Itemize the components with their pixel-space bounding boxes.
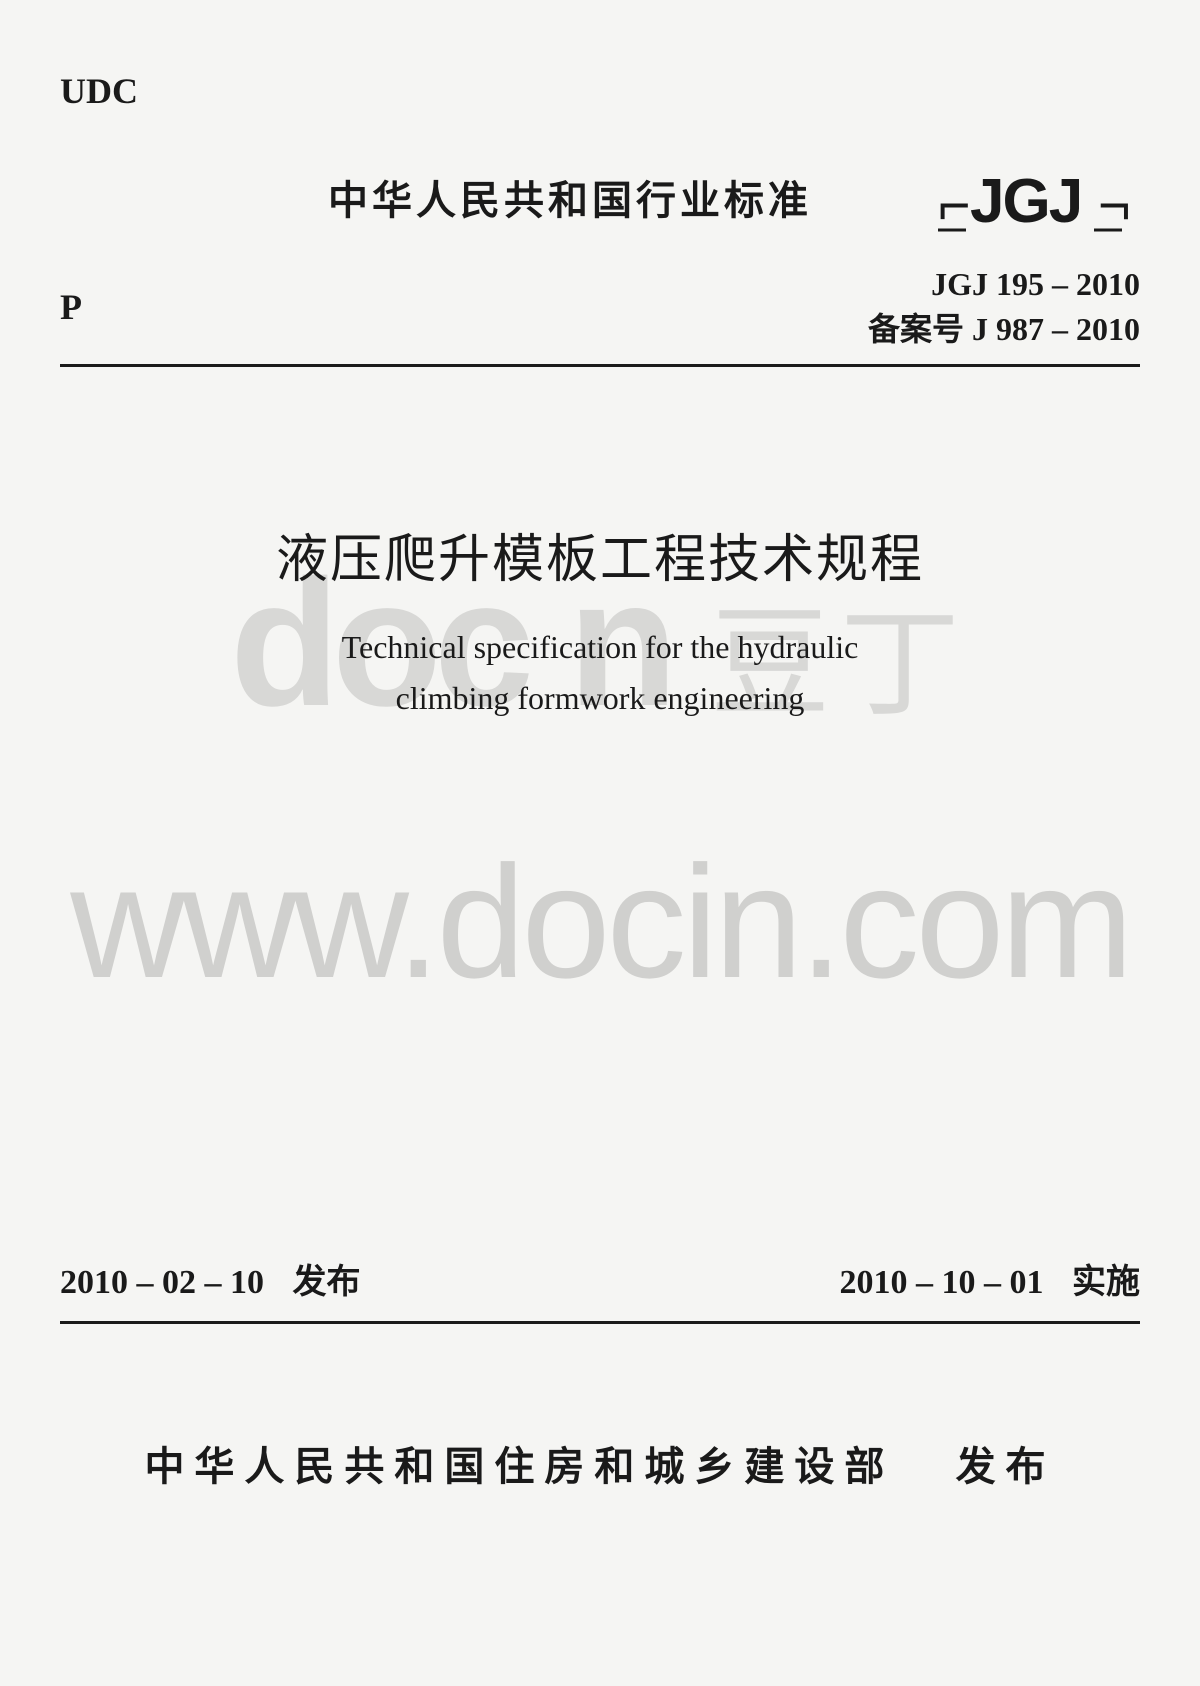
publisher-name: 中华人民共和国住房和城乡建设部 bbox=[144, 1445, 894, 1489]
main-title-section: 液压爬升模板工程技术规程 Technical specification for… bbox=[60, 517, 1140, 724]
svg-text:JGJ: JGJ bbox=[970, 167, 1081, 236]
standard-header-row: 中华人民共和国行业标准 ⌐ JGJ ¬ bbox=[60, 152, 1140, 242]
effective-date: 2010 – 10 – 01 bbox=[840, 1264, 1044, 1301]
effective-label: 实施 bbox=[1072, 1263, 1140, 1301]
standard-title: 中华人民共和国行业标准 bbox=[210, 168, 930, 226]
code-filing: 备案号 J 987 – 2010 bbox=[868, 307, 1140, 352]
issue-label: 发布 bbox=[293, 1263, 361, 1301]
issue-date: 2010 – 02 – 10 bbox=[60, 1264, 264, 1301]
codes-row: P JGJ 195 – 2010 备案号 J 987 – 2010 bbox=[60, 262, 1140, 367]
udc-label: UDC bbox=[60, 70, 1140, 112]
p-label: P bbox=[60, 286, 82, 328]
effective-date-block: 2010 – 10 – 01 实施 bbox=[840, 1254, 1141, 1303]
standard-codes: JGJ 195 – 2010 备案号 J 987 – 2010 bbox=[868, 262, 1140, 352]
svg-text:⌐: ⌐ bbox=[938, 173, 969, 236]
code-jgj: JGJ 195 – 2010 bbox=[868, 262, 1140, 307]
publisher-row: 中华人民共和国住房和城乡建设部 发布 bbox=[60, 1434, 1140, 1492]
title-english: Technical specification for the hydrauli… bbox=[60, 622, 1140, 724]
title-chinese: 液压爬升模板工程技术规程 bbox=[60, 517, 1140, 592]
title-en-line1: Technical specification for the hydrauli… bbox=[60, 622, 1140, 673]
svg-text:¬: ¬ bbox=[1098, 173, 1129, 236]
title-en-line2: climbing formwork engineering bbox=[60, 673, 1140, 724]
jgj-logo: ⌐ JGJ ¬ bbox=[930, 152, 1130, 242]
dates-row: 2010 – 02 – 10 发布 2010 – 10 – 01 实施 bbox=[60, 1254, 1140, 1324]
publisher-action: 发布 bbox=[956, 1445, 1056, 1489]
issue-date-block: 2010 – 02 – 10 发布 bbox=[60, 1254, 361, 1303]
